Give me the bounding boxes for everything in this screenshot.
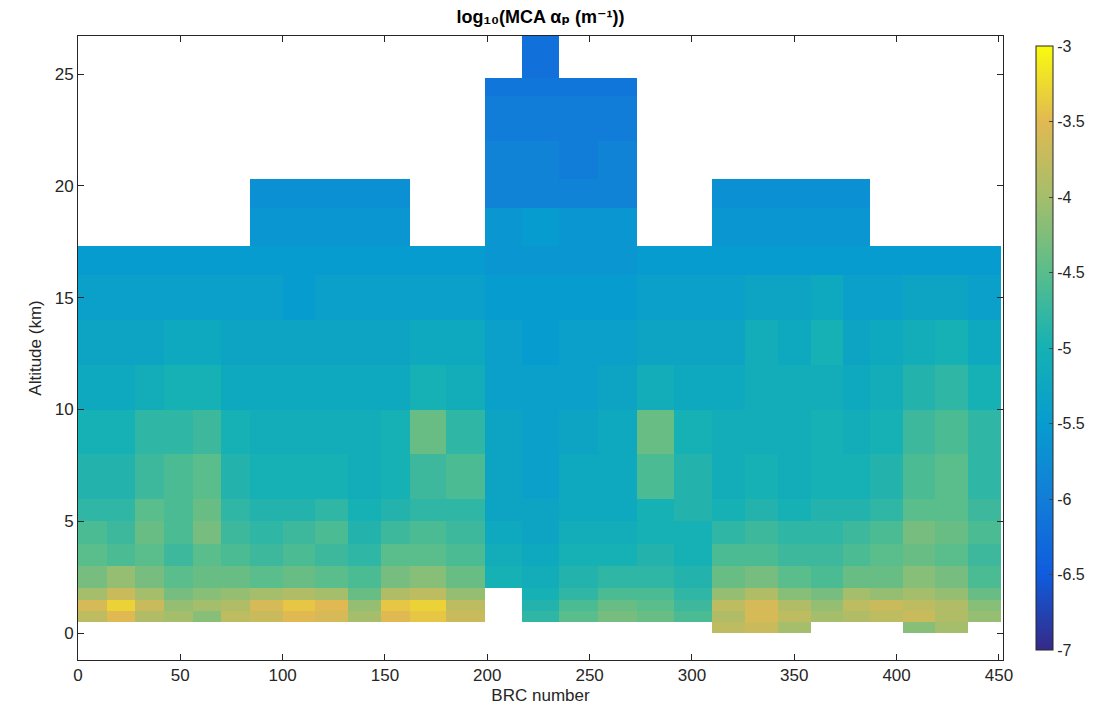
svg-text:15: 15 <box>55 289 74 308</box>
svg-text:Altitude (km): Altitude (km) <box>26 300 45 395</box>
svg-text:25: 25 <box>55 65 74 84</box>
svg-text:-5: -5 <box>1057 340 1071 357</box>
svg-text:150: 150 <box>371 666 399 685</box>
svg-text:BRC number: BRC number <box>491 686 590 705</box>
svg-text:5: 5 <box>64 512 73 531</box>
svg-text:20: 20 <box>55 177 74 196</box>
svg-text:300: 300 <box>678 666 706 685</box>
svg-text:0: 0 <box>73 666 82 685</box>
svg-text:200: 200 <box>473 666 501 685</box>
svg-text:100: 100 <box>268 666 296 685</box>
svg-text:-4: -4 <box>1057 189 1071 206</box>
svg-text:log₁₀(MCA αₚ (m⁻¹)): log₁₀(MCA αₚ (m⁻¹)) <box>456 7 624 27</box>
svg-text:-5.5: -5.5 <box>1057 415 1085 432</box>
svg-text:10: 10 <box>55 400 74 419</box>
svg-text:-3: -3 <box>1057 38 1071 55</box>
svg-text:400: 400 <box>882 666 910 685</box>
svg-text:-4.5: -4.5 <box>1057 264 1085 281</box>
svg-text:250: 250 <box>575 666 603 685</box>
svg-text:0: 0 <box>64 624 73 643</box>
svg-text:50: 50 <box>171 666 190 685</box>
svg-text:450: 450 <box>985 666 1013 685</box>
svg-text:-7: -7 <box>1057 642 1071 659</box>
svg-text:-3.5: -3.5 <box>1057 113 1085 130</box>
svg-text:-6: -6 <box>1057 491 1071 508</box>
svg-text:350: 350 <box>780 666 808 685</box>
svg-text:-6.5: -6.5 <box>1057 566 1085 583</box>
